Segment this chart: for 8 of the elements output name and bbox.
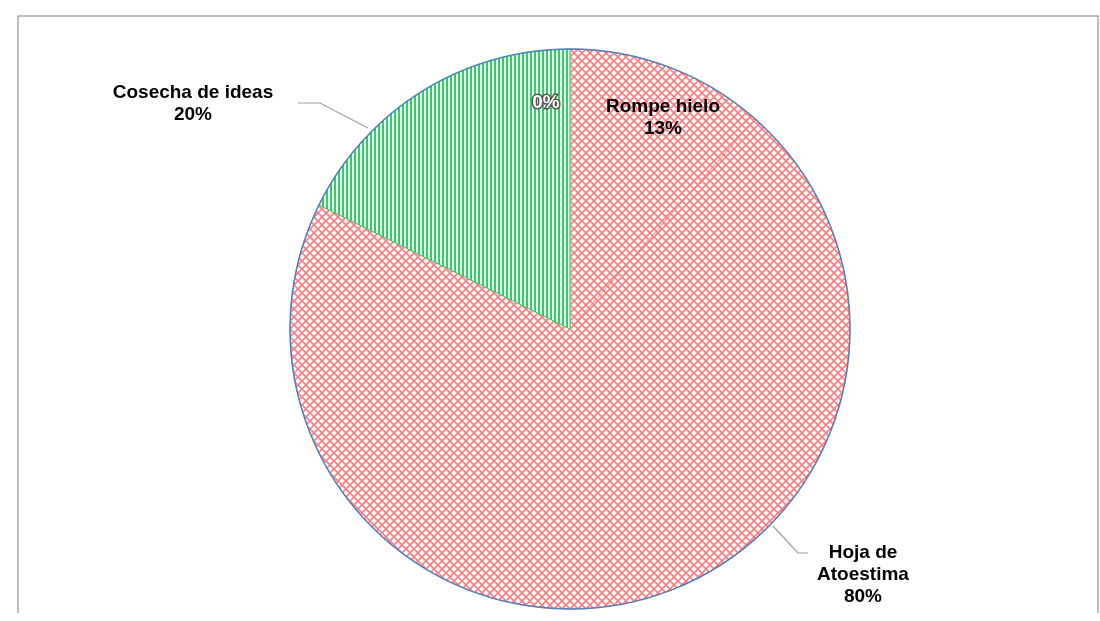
slice-label: Rompe hielo bbox=[605, 95, 721, 116]
slice-label: Cosecha de ideas bbox=[112, 81, 274, 102]
data-label: 13% bbox=[643, 117, 683, 138]
pie-slice bbox=[318, 48, 571, 330]
data-label: 80% bbox=[843, 585, 883, 606]
text: 0% bbox=[532, 91, 560, 112]
slice-label: Hoja de Atoestima bbox=[817, 541, 910, 584]
data-label: 20% bbox=[173, 103, 213, 124]
